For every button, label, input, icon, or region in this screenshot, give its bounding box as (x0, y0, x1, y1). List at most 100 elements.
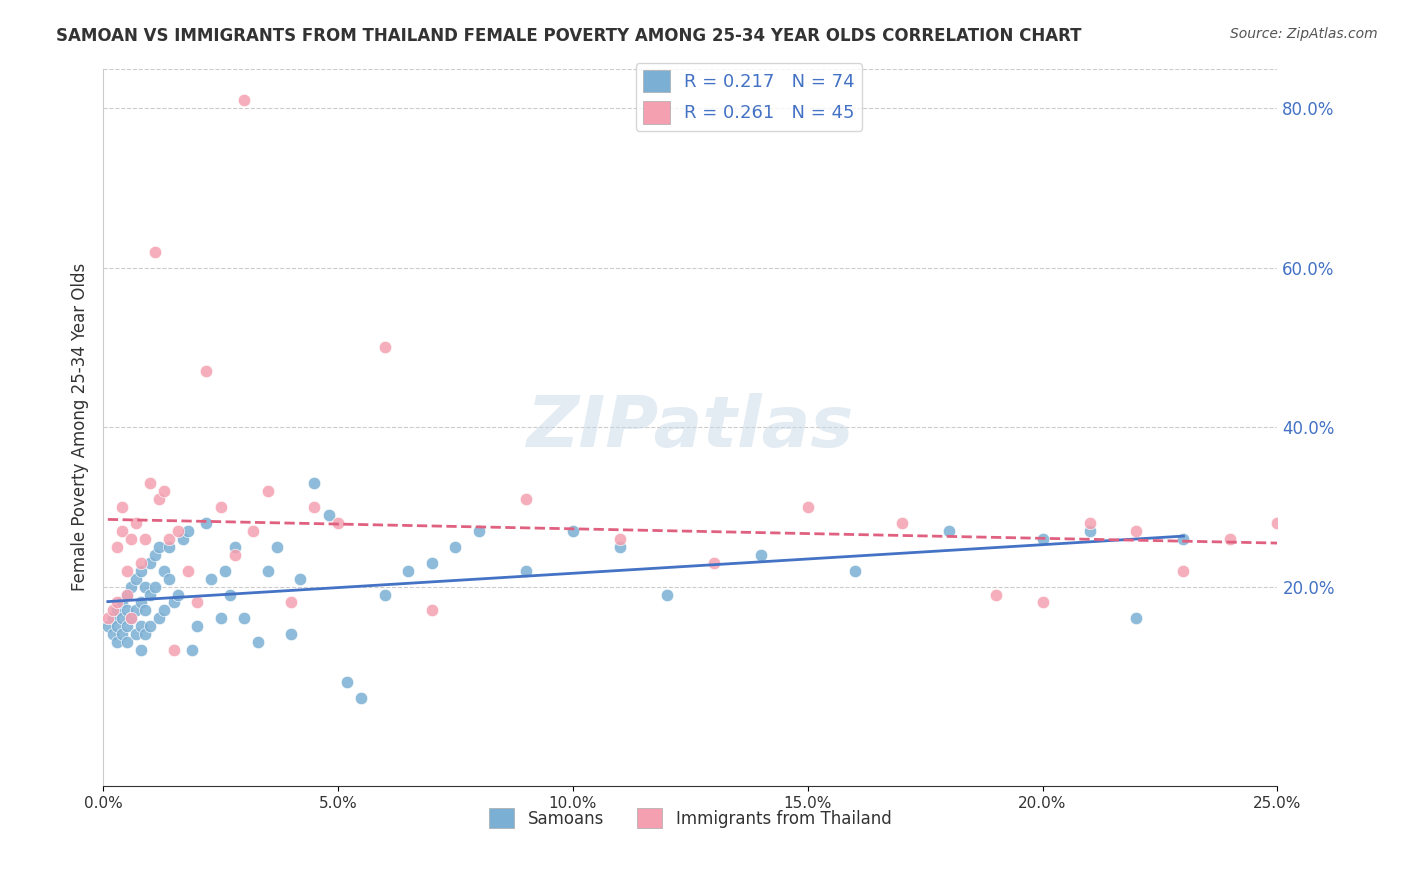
Point (125, 516, 148, 530)
Point (115, 603, 138, 617)
Point (266, 540, 288, 554)
Point (120, 532, 142, 546)
Y-axis label: Female Poverty Among 25-34 Year Olds: Female Poverty Among 25-34 Year Olds (72, 263, 89, 591)
Point (655, 587, 678, 601)
Point (148, 491, 170, 506)
Point (125, 627, 148, 641)
Point (561, 524, 583, 538)
Point (134, 627, 156, 641)
Point (111, 611, 134, 625)
Point (224, 540, 246, 554)
Point (129, 556, 152, 570)
Point (111, 500, 134, 514)
Point (105, 595, 128, 609)
Point (515, 564, 537, 578)
Point (256, 564, 278, 578)
Point (125, 603, 148, 617)
Point (374, 587, 396, 601)
Point (796, 500, 818, 514)
Point (374, 341, 396, 355)
Point (162, 595, 184, 609)
Point (134, 532, 156, 546)
Point (143, 244, 166, 259)
Text: SAMOAN VS IMMIGRANTS FROM THAILAND FEMALE POVERTY AMONG 25-34 YEAR OLDS CORRELAT: SAMOAN VS IMMIGRANTS FROM THAILAND FEMAL… (56, 27, 1081, 45)
Point (120, 580, 142, 594)
Point (703, 556, 725, 570)
Point (134, 580, 156, 594)
Point (172, 532, 194, 546)
Point (890, 516, 912, 530)
Point (209, 500, 232, 514)
Point (1031, 595, 1053, 609)
Point (105, 540, 128, 554)
Point (280, 627, 302, 641)
Point (233, 611, 256, 625)
Point (167, 524, 190, 538)
Point (153, 483, 176, 498)
Point (420, 556, 443, 570)
Point (844, 564, 866, 578)
Point (1125, 524, 1147, 538)
Point (157, 540, 180, 554)
Point (139, 587, 162, 601)
Point (195, 516, 218, 530)
Point (143, 580, 166, 594)
Point (134, 603, 156, 617)
Point (111, 595, 134, 609)
Point (176, 564, 198, 578)
Point (97, 611, 120, 625)
Point (1125, 611, 1147, 625)
Point (233, 94, 256, 108)
Point (129, 619, 152, 633)
Point (1173, 564, 1195, 578)
Point (242, 524, 264, 538)
Point (115, 564, 138, 578)
Text: ZIPatlas: ZIPatlas (527, 392, 853, 462)
Point (105, 619, 128, 633)
Point (105, 603, 128, 617)
Point (336, 675, 359, 690)
Point (111, 524, 134, 538)
Point (318, 508, 340, 522)
Point (139, 475, 162, 490)
Point (139, 619, 162, 633)
Point (125, 572, 148, 586)
Point (350, 691, 373, 706)
Point (115, 619, 138, 633)
Point (176, 524, 198, 538)
Point (111, 627, 134, 641)
Point (304, 475, 326, 490)
Point (162, 643, 184, 657)
Point (247, 635, 270, 649)
Point (143, 548, 166, 562)
Point (749, 548, 772, 562)
Point (290, 572, 312, 586)
Point (1267, 516, 1289, 530)
Point (219, 587, 242, 601)
Point (326, 516, 349, 530)
Point (167, 587, 190, 601)
Point (1078, 516, 1101, 530)
Point (214, 564, 236, 578)
Point (181, 643, 204, 657)
Point (97, 619, 120, 633)
Point (224, 548, 246, 562)
Point (120, 611, 142, 625)
Point (515, 491, 537, 506)
Point (186, 619, 208, 633)
Point (938, 524, 960, 538)
Point (148, 611, 170, 625)
Point (115, 587, 138, 601)
Point (1031, 532, 1053, 546)
Point (157, 532, 180, 546)
Point (396, 564, 419, 578)
Point (280, 595, 302, 609)
Point (609, 540, 631, 554)
Legend: Samoans, Immigrants from Thailand: Samoans, Immigrants from Thailand (482, 801, 898, 835)
Point (609, 532, 631, 546)
Point (209, 611, 232, 625)
Point (115, 587, 138, 601)
Point (420, 603, 443, 617)
Point (200, 572, 222, 586)
Point (129, 643, 152, 657)
